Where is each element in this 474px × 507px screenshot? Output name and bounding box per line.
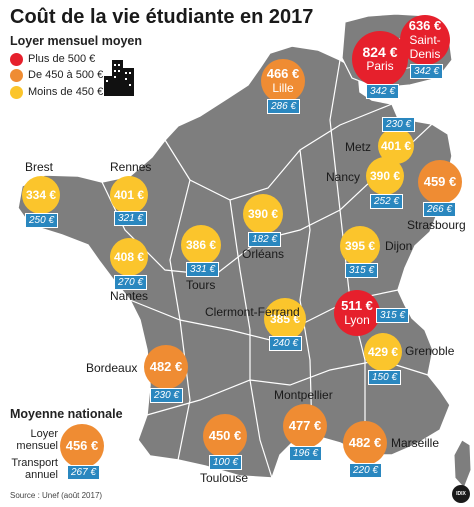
rent-value: 401 € [380,139,412,153]
transport-tag: 182 € [248,232,282,247]
region-border [299,149,313,436]
city-bubble-brest: 334 € [22,176,60,214]
city-bubble-orleans: 390 € [243,194,283,234]
city-bubble-saint-denis: 636 € Saint-Denis [400,15,450,65]
national-rent-label: Loyer mensuel [16,428,58,452]
rent-value: 824 € [362,44,398,60]
rent-value: 408 € [113,250,145,264]
rent-value: 390 € [247,207,279,221]
region-border [101,123,433,276]
legend-dot-yellow [10,86,23,99]
city-label-orleans: Orléans [242,247,285,261]
city-bubble-lille: 466 € Lille [261,59,305,103]
city-bubble-marseille: 482 € [343,421,387,465]
rent-value: 482 € [149,359,183,374]
city-bubble-bordeaux: 482 € [144,345,188,389]
city-label-rennes: Rennes [110,160,152,174]
transport-tag: 252 € [370,194,404,209]
rent-value: 456 € [65,438,99,453]
transport-tag: 266 € [423,202,457,217]
rent-value: 482 € [348,435,382,450]
region-border [229,199,273,479]
transport-tag: 250 € [25,213,59,228]
city-label-grenoble: Grenoble [405,344,455,358]
rent-value: 636 € [408,18,442,33]
rent-value: 385 € [269,312,301,326]
transport-tag: 230 € [382,117,416,132]
city-bubble-montpellier: 477 € [283,404,327,448]
legend-dot-orange [10,69,23,82]
rent-value: 429 € [367,345,399,359]
national-rent-bubble: 456 € [60,424,104,468]
city-label-bordeaux: Bordeaux [86,361,138,375]
city-name: Lyon [344,313,370,327]
national-transport-tag: 267 € [67,465,101,480]
page-title: Coût de la vie étudiante en 2017 [10,6,314,28]
transport-tag: 240 € [269,336,303,351]
transport-tag: 315 € [345,263,379,278]
city-label-nancy: Nancy [326,170,361,184]
city-label-tours: Tours [186,278,216,292]
legend-title: Loyer mensuel moyen [10,34,142,48]
transport-tag: 315 € [376,308,410,323]
transport-tag: 220 € [349,463,383,478]
legend-label-red: Plus de 500 € [28,53,96,65]
city-label-brest: Brest [25,160,54,174]
city-bubble-nantes: 408 € [110,238,148,276]
publisher-logo: IDIX [452,485,470,503]
city-label-marseille: Marseille [391,436,440,450]
transport-tag: 150 € [368,370,402,385]
city-name: Saint-Denis [409,33,441,61]
rent-value: 466 € [266,66,300,81]
city-bubble-dijon: 395 € [340,226,380,266]
city-bubble-clermont-ferrand: 385 € [264,298,306,340]
city-bubble-grenoble: 429 € [364,333,402,371]
transport-tag: 286 € [267,99,301,114]
legend-label-orange: De 450 à 500 € [28,69,104,81]
legend-dot-red [10,53,23,66]
rent-value: 401 € [113,188,145,202]
rent-value: 334 € [25,188,57,202]
building-icon [104,60,134,96]
city-label-nantes: Nantes [110,289,149,303]
legend-label-yellow: Moins de 450 € [28,86,104,98]
rent-value: 477 € [288,418,322,433]
rent-value: 390 € [369,169,401,183]
city-bubble-nancy: 390 € [366,157,404,195]
transport-tag: 342 € [410,64,444,79]
national-average-title: Moyenne nationale [10,407,123,421]
transport-tag: 196 € [289,446,323,461]
transport-tag: 270 € [114,275,148,290]
source-note: Source : Unef (août 2017) [10,491,103,500]
city-bubble-toulouse: 450 € [203,414,247,458]
city-name: Paris [366,59,394,73]
city-bubble-paris: 824 € Paris [352,31,408,87]
rent-value: 386 € [185,238,217,252]
city-bubble-tours: 386 € [181,225,221,265]
rent-value: 459 € [423,174,457,189]
rent-value: 511 € [341,298,373,313]
city-bubble-rennes: 401 € [110,176,148,214]
transport-tag: 230 € [150,388,184,403]
city-name: Lille [272,81,294,95]
city-bubble-lyon: 511 € Lyon [334,290,380,336]
city-label-metz: Metz [345,140,372,154]
corsica [453,439,472,489]
city-label-clermont-ferrand: Clermont-Ferrand [205,305,300,319]
transport-tag: 100 € [209,455,243,470]
city-label-strasbourg: Strasbourg [407,218,466,232]
transport-tag: 331 € [186,262,220,277]
transport-tag: 342 € [366,84,400,99]
city-label-dijon: Dijon [385,239,413,253]
national-transport-label: Transport annuel [11,457,58,481]
city-label-toulouse: Toulouse [200,471,249,485]
rent-value: 395 € [344,239,376,253]
rent-value: 450 € [208,428,242,443]
transport-tag: 321 € [114,211,148,226]
region-border [169,179,191,461]
city-bubble-strasbourg: 459 € [418,160,462,204]
city-label-montpellier: Montpellier [274,388,333,402]
